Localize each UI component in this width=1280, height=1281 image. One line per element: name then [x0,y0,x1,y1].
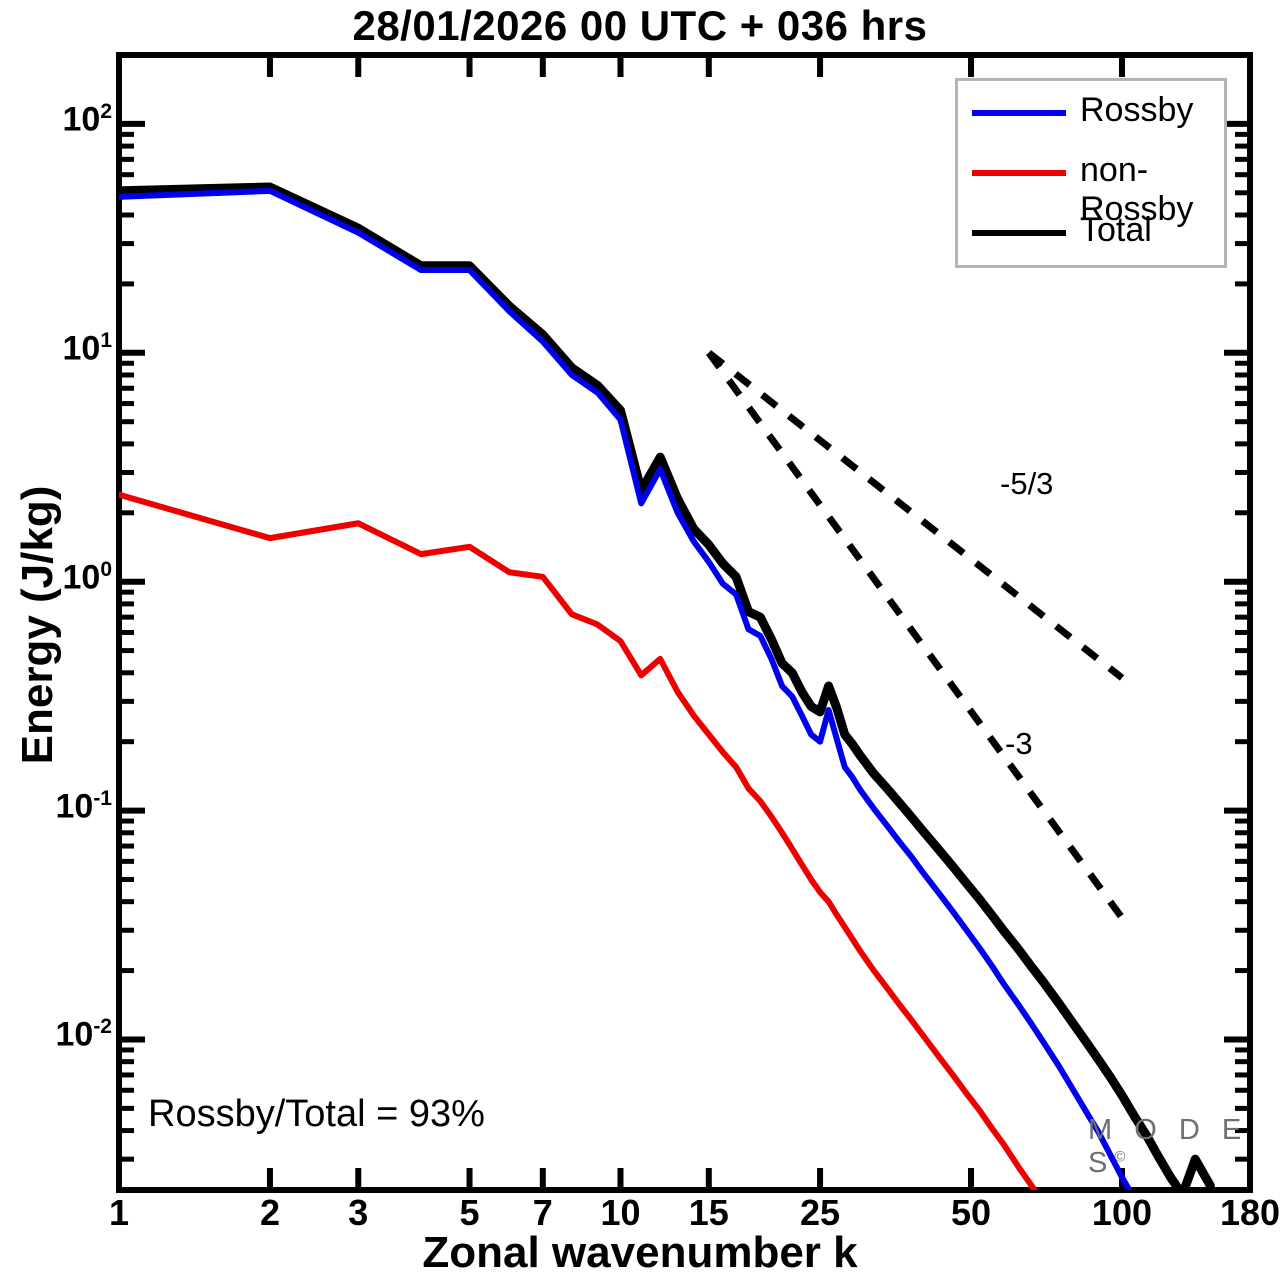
copyright-symbol: © [1114,1148,1126,1166]
page-title: 28/01/2026 00 UTC + 036 hrs [352,2,928,49]
y-tick-2: 102 [62,99,112,139]
legend-swatch-line [972,110,1066,116]
legend-label: non-Rossby [1080,151,1194,228]
x-tick-25: 25 [800,1192,841,1233]
series-rossby [119,187,1133,1190]
slope-line--3 [705,350,1125,920]
chart-legend: Rossby non-Rossby Total [955,78,1227,268]
modes-watermark: M O D E S© [1088,1114,1280,1180]
x-tick-1: 1 [108,1192,130,1233]
legend-swatch-line [972,230,1066,236]
watermark-text: M O D E S [1088,1114,1249,1179]
x-tick-50: 50 [950,1192,992,1233]
y-tick--2: 10-2 [55,1015,112,1054]
series-non-rossby [119,491,1039,1190]
legend-swatch-line [972,170,1066,176]
y-axis-label: Energy (J/kg) [13,485,62,765]
x-tick-7: 7 [532,1192,553,1233]
x-tick-5: 5 [459,1192,480,1233]
slope-label-minus-three: -3 [1005,726,1033,761]
legend-entry-non-rossby: non-Rossby [958,151,1230,228]
legend-entry-rossby: Rossby [958,91,1230,133]
plot-frame [116,52,1253,1193]
legend-label: Total [1080,211,1152,249]
x-tick-180: 180 [1219,1192,1280,1233]
x-tick-15: 15 [688,1192,729,1233]
x-tick-100: 100 [1091,1192,1152,1233]
rossby-total-ratio-text: Rossby/Total = 93% [148,1093,485,1135]
y-tick--1: 10-1 [55,786,112,825]
x-tick-10: 10 [600,1192,641,1233]
legend-entry-total: Total [958,211,1230,253]
y-tick-0: 100 [62,557,112,597]
y-tick-1: 101 [62,328,112,368]
slope-label-five-thirds: -5/3 [1000,466,1054,501]
x-tick-3: 3 [348,1192,369,1233]
x-axis-label: Zonal wavenumber k [422,1228,858,1277]
x-tick-2: 2 [259,1192,280,1233]
legend-label: Rossby [1080,91,1194,129]
